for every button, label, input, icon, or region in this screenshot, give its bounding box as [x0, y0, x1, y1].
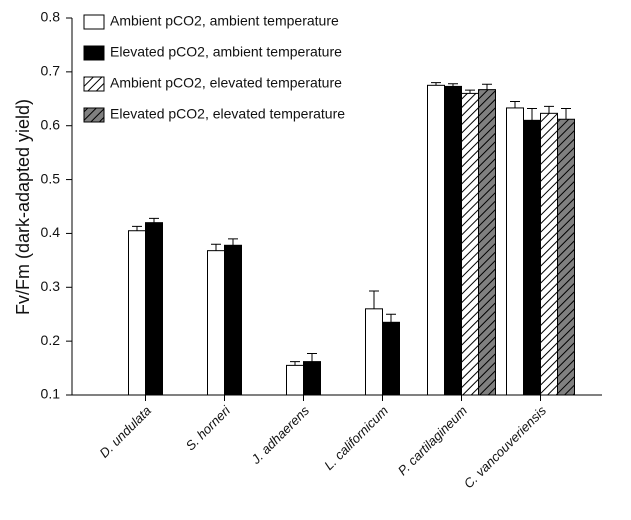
y-tick-label: 0.2 — [41, 332, 61, 348]
bar — [540, 112, 558, 396]
x-tick-label: D. undulata — [96, 403, 154, 461]
legend-swatch — [83, 45, 105, 61]
legend-swatch — [83, 14, 105, 30]
error-bar — [431, 82, 441, 86]
y-tick-label: 0.7 — [41, 63, 61, 79]
error-bar — [482, 83, 492, 90]
x-tick-label: C. vancouveriensis — [461, 403, 550, 492]
error-bar — [561, 107, 571, 120]
error-bar — [307, 353, 317, 362]
bar — [207, 250, 225, 396]
y-tick-label: 0.6 — [41, 116, 61, 132]
error-bar — [369, 290, 379, 309]
error-bar — [544, 105, 554, 114]
bar — [286, 364, 304, 396]
x-tick-label: J. adhaerens — [248, 403, 313, 468]
bar — [145, 222, 163, 396]
error-bar — [132, 225, 142, 231]
legend-label: Elevated pCO2, ambient temperature — [110, 44, 342, 60]
y-tick-label: 0.1 — [41, 386, 61, 402]
legend-label: Ambient pCO2, elevated temperature — [110, 75, 342, 91]
bar — [478, 89, 496, 396]
error-bar — [228, 238, 238, 246]
error-bar — [465, 89, 475, 94]
y-tick-label: 0.4 — [41, 224, 61, 240]
legend-swatch — [83, 107, 105, 123]
legend-label: Elevated pCO2, elevated temperature — [110, 106, 345, 122]
error-bar — [527, 107, 537, 121]
bar — [224, 244, 242, 396]
y-tick-label: 0.5 — [41, 170, 61, 186]
bar — [461, 92, 479, 396]
bar — [128, 230, 146, 396]
bar — [303, 361, 321, 396]
bar — [427, 84, 445, 396]
x-tick-label: S. horneri — [183, 402, 234, 453]
y-tick-label: 0.8 — [41, 9, 61, 25]
y-axis-label: Fv/Fm (dark-adapted yield) — [13, 99, 33, 315]
error-bar — [290, 361, 300, 366]
bar — [444, 85, 462, 396]
error-bar — [149, 217, 159, 223]
bar — [506, 107, 524, 396]
x-tick-label: L. californicum — [321, 403, 391, 473]
y-tick-label: 0.3 — [41, 278, 61, 294]
legend-label: Ambient pCO2, ambient temperature — [110, 13, 339, 29]
bar — [365, 308, 383, 396]
error-bar — [448, 83, 458, 87]
error-bar — [211, 243, 221, 251]
x-tick-label: P. cartilagineum — [395, 403, 470, 478]
error-bar — [386, 313, 396, 323]
bar — [523, 119, 541, 396]
bar — [382, 321, 400, 396]
bar — [557, 118, 575, 396]
error-bar — [510, 100, 520, 108]
legend-swatch — [83, 76, 105, 92]
